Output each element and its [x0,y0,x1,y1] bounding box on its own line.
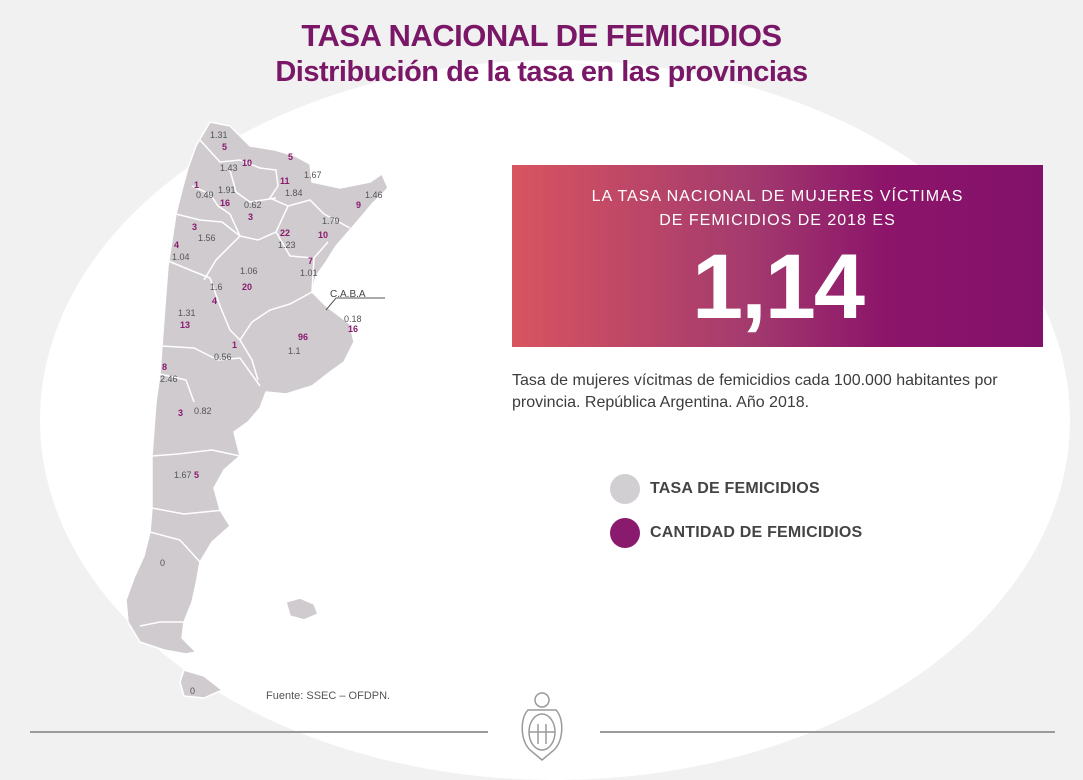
legend-rate-label: TASA DE FEMICIDIOS [650,480,820,497]
legend-count-dot-icon [610,518,640,548]
national-rate-value: 1,14 [691,236,865,338]
map-rate-label: 1.31 [210,130,228,140]
map-rate-label: 2.46 [160,374,178,384]
footer-rule-right [600,731,1055,733]
map-rate-label: 0.82 [194,406,212,416]
map-rate-label: 0 [190,686,196,696]
national-rate-text-line2: DE FEMICIDIOS DE 2018 ES [659,212,896,229]
map-count-label: 3 [192,222,198,232]
province-borders [139,139,351,627]
map-count-label: 11 [280,176,290,186]
national-rate-text: LA TASA NACIONAL DE MUJERES VÍCTIMAS DE … [512,185,1043,233]
description-text: Tasa de mujeres vícitmas de femicidios c… [512,372,998,411]
map-rate-label: 0.18 [344,314,362,324]
map-count-label: 8 [162,362,168,372]
map-rate-label: 0.56 [214,352,232,362]
map-count-label: 10 [242,158,253,168]
map-count-label: 1 [194,180,200,190]
page-title: TASA NACIONAL DE FEMICIDIOS [301,18,782,53]
legend-rate-dot-icon [610,474,640,504]
map-count-label: 3 [248,212,254,222]
map-count-label: 3 [178,408,184,418]
map-count-label: 1 [232,340,238,350]
tierra-del-fuego-shape [179,669,223,699]
map-count-label: 5 [288,152,294,162]
map-rate-label: 0.49 [196,190,214,200]
map-count-label: 5 [222,142,228,152]
map-shapes [125,121,389,699]
map-rate-label: 1.84 [285,188,303,198]
map-count-label: 10 [318,230,329,240]
caba-pointer [325,297,385,311]
map-rate-label: 1.56 [198,233,216,243]
map-count-label: 22 [280,228,291,238]
caba-label: C.A.B.A [330,289,366,300]
map-count-label: 9 [356,200,362,210]
legend-count-label: CANTIDAD DE FEMICIDIOS [650,524,863,541]
map-rate-label: 1.31 [178,308,196,318]
map-rate-label: 1.01 [300,268,318,278]
map-rate-label: 1.6 [210,282,223,292]
map-count-label: 4 [212,296,218,306]
map-rate-label: 1.23 [278,240,296,250]
national-rate-text-line1: LA TASA NACIONAL DE MUJERES VÍCTIMAS [591,188,964,205]
map-count-label: 13 [180,320,191,330]
map-count-label: 16 [348,324,359,334]
page-subtitle: Distribución de la tasa en las provincia… [275,56,808,88]
map-rate-label: 1.06 [240,266,258,276]
map-rate-label: 0 [160,558,166,568]
coat-of-arms-icon [521,692,563,761]
map-rate-label: 1.1 [288,346,301,356]
legend-count: CANTIDAD DE FEMICIDIOS [610,518,862,548]
map-rate-label: 1.67 [304,170,322,180]
map-count-label: 20 [242,282,253,292]
footer-rule-left [30,731,488,733]
source-note: Fuente: SSEC – OFDPN. [266,690,391,702]
malvinas-shape [285,597,319,621]
legend-rate: TASA DE FEMICIDIOS [610,474,820,504]
map-rate-label: 1.79 [322,216,340,226]
map-rate-label: 1.04 [172,252,190,262]
map-count-label: 4 [174,240,180,250]
map-rate-label: 1.91 [218,185,236,195]
map-rate-label: 1.46 [365,190,383,200]
national-rate-box: LA TASA NACIONAL DE MUJERES VÍCTIMAS DE … [512,165,1043,347]
map-rate-label: 1.67 [174,470,192,480]
map-count-label: 5 [194,470,200,480]
map-rate-label: 1.43 [220,163,238,173]
map-count-label: 96 [298,332,309,342]
map-rate-label: 0.62 [244,200,262,210]
argentina-map: C.A.B.A 1.31 5 1.43 10 5 1.67 11 1.84 1 0.49 1.91 1… [100,110,520,710]
map-count-label: 16 [220,198,231,208]
map-count-label: 7 [308,256,314,266]
